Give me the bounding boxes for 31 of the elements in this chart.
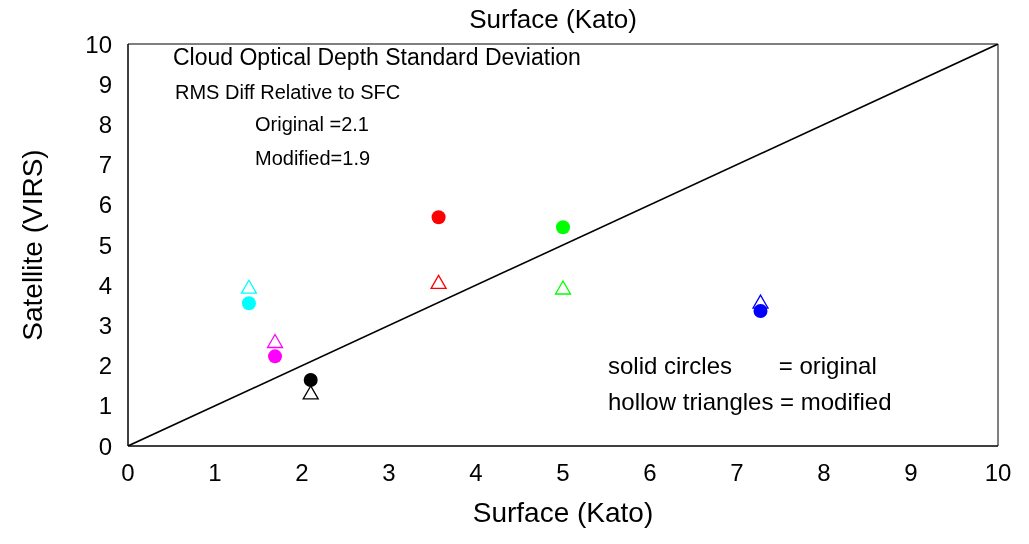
y-tick-label: 8: [98, 110, 112, 138]
x-tick-label: 9: [904, 459, 918, 487]
y-tick-label: 9: [98, 70, 112, 98]
x-tick-label: 0: [121, 459, 135, 487]
annotation: Cloud Optical Depth Standard Deviation: [173, 44, 581, 70]
x-tick-label: 1: [208, 459, 222, 487]
x-tick-label: 10: [984, 459, 1012, 487]
x-tick-label: 2: [295, 459, 309, 487]
y-tick-label: 4: [98, 271, 112, 299]
x-tick-label: 8: [817, 459, 831, 487]
y-tick-label: 5: [98, 231, 112, 259]
y-tick-label: 10: [85, 30, 112, 58]
y-tick-label: 3: [98, 311, 112, 339]
y-tick-label: 7: [98, 151, 112, 179]
y-tick-label: 6: [98, 191, 112, 219]
annotation: Original =2.1: [255, 113, 369, 135]
y-tick-label: 0: [98, 432, 112, 460]
x-tick-label: 7: [730, 459, 744, 487]
x-tick-label: 4: [469, 459, 483, 487]
annotation: Modified=1.9: [255, 147, 371, 169]
y-tick-label: 2: [98, 352, 112, 380]
x-tick-label: 6: [643, 459, 657, 487]
x-tick-label: 3: [382, 459, 396, 487]
y-axis-title: Satellite (VIRS): [16, 149, 48, 341]
annotation: RMS Diff Relative to SFC: [175, 81, 401, 103]
x-axis-title: Surface (Kato): [472, 497, 654, 528]
y-tick-label: 1: [98, 392, 112, 420]
chart-title: Surface (Kato): [469, 4, 637, 34]
annotation: solid circles = original: [608, 352, 877, 379]
annotation: hollow triangles = modified: [608, 388, 892, 415]
x-tick-label: 5: [556, 459, 570, 487]
